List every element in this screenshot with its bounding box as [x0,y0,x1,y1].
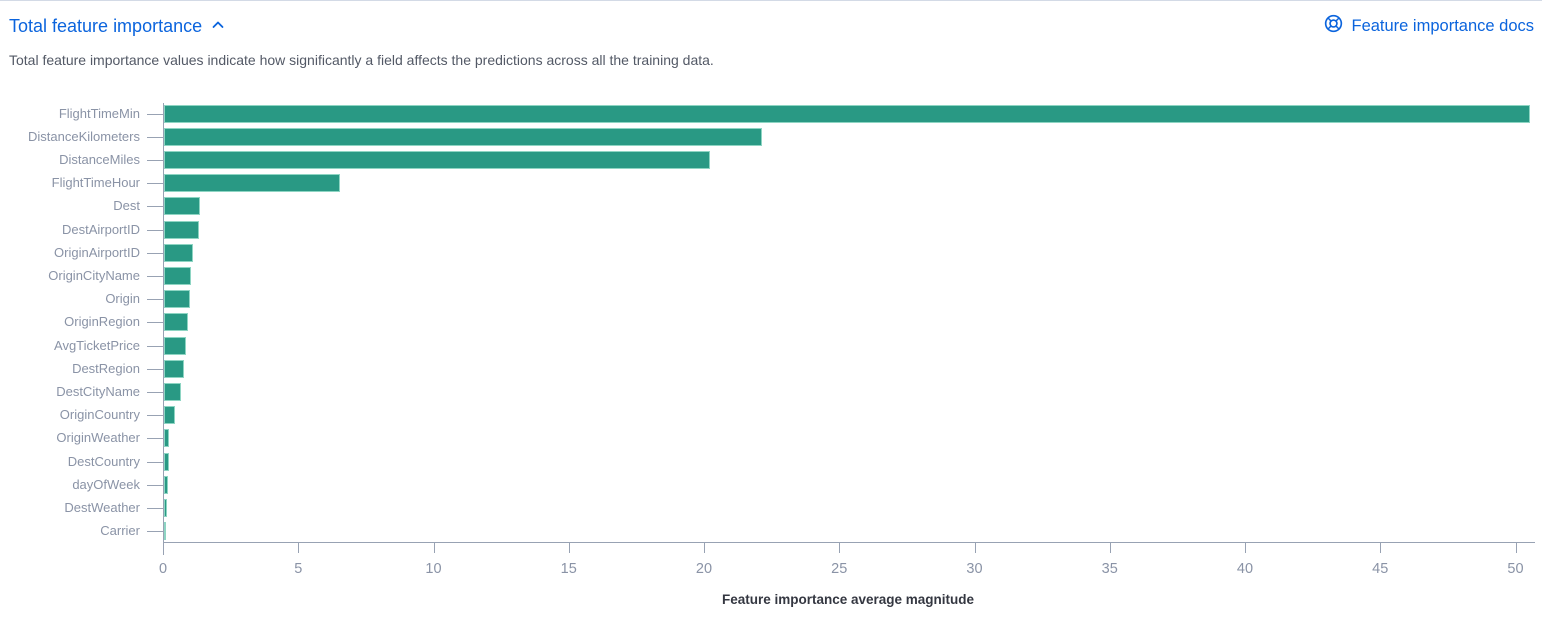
y-axis-line [163,103,164,555]
y-axis-label: DestCityName [56,384,140,399]
x-axis-tick-label: 15 [560,561,577,577]
panel-top-divider [0,0,1542,1]
bar [164,522,166,541]
bar [164,313,189,332]
x-axis-tick [568,542,570,553]
y-axis-tick [147,183,163,185]
x-axis-tick-label: 30 [966,561,983,577]
bar [164,383,181,401]
y-axis-label: OriginWeather [56,430,140,446]
y-axis-label: DistanceKilometers [28,128,140,144]
docs-link-label: Feature importance docs [1351,16,1534,35]
total-feature-importance-toggle[interactable]: Total feature importance [9,15,226,38]
x-axis-tick-label: 45 [1372,561,1389,577]
lifebuoy-icon [1324,14,1343,38]
y-axis-tick [147,136,163,138]
bar [164,174,340,193]
bar [164,499,167,517]
y-axis-tick [147,113,163,115]
bar [164,151,711,169]
y-axis-tick [147,160,163,161]
y-axis-label: DestWeather [64,500,140,515]
x-axis-tick [433,542,435,553]
panel-header: Total feature importance Feature importa… [9,12,1534,40]
bar [164,359,184,378]
x-axis-tick-label: 5 [294,561,303,577]
bar [164,429,170,448]
y-axis-label: dayOfWeek [72,476,140,492]
y-axis-label: AvgTicketPrice [54,337,140,353]
y-axis-label: DestRegion [72,360,140,376]
y-axis-tick [147,252,163,254]
y-axis-label: Dest [113,198,140,214]
y-axis-tick [147,508,163,509]
bar [164,452,169,471]
bar [164,127,762,146]
y-axis-label: OriginCityName [48,268,140,283]
x-axis-title: Feature importance average magnitude [721,592,975,607]
y-axis-tick [147,322,163,324]
section-description: Total feature importance values indicate… [9,52,714,68]
x-axis-tick [1109,542,1111,553]
bar [164,290,190,309]
y-axis-label: Carrier [100,523,140,539]
x-axis-line [163,542,1535,543]
bar [164,267,191,285]
y-axis-tick [147,206,163,208]
y-axis-tick [147,531,163,533]
x-axis-tick-label: 0 [158,561,168,577]
y-axis-tick [147,276,163,277]
section-title: Total feature importance [9,15,203,36]
x-axis-tick [1515,542,1517,553]
y-axis-label: OriginRegion [64,314,140,330]
x-axis-tick-label: 10 [425,561,442,577]
y-axis-tick [147,484,163,486]
y-axis-tick [147,345,163,347]
feature-importance-docs-link[interactable]: Feature importance docs [1324,14,1534,38]
bar [164,220,200,239]
y-axis-tick [147,438,163,440]
x-axis-tick [298,542,300,553]
y-axis-label: DistanceMiles [59,152,140,167]
x-axis-tick-label: 40 [1236,561,1254,577]
bar [164,104,1531,123]
chevron-up-icon [210,15,226,38]
y-axis-label: DestAirportID [61,221,140,237]
x-axis-tick-label: 50 [1507,561,1524,577]
x-axis-tick [1380,542,1382,553]
y-axis-tick [147,461,163,463]
y-axis-label: FlightTimeMin [58,105,140,121]
x-axis-tick [974,542,976,553]
bar [164,243,194,262]
y-axis-tick [147,368,163,370]
y-axis-label: Origin [105,291,140,307]
y-axis-tick [147,299,163,301]
y-axis-label: DestCountry [67,453,140,469]
y-axis-label: OriginCountry [59,407,140,423]
bar [164,406,176,425]
bar [164,475,169,494]
x-axis-tick-label: 20 [695,561,713,577]
x-axis-tick [839,542,841,553]
y-axis-label: FlightTimeHour [51,175,140,191]
x-axis-tick [1245,542,1246,553]
x-axis-tick [163,542,164,553]
y-axis-tick [147,229,163,231]
bar [164,336,187,355]
y-axis-tick [147,415,163,417]
x-axis-tick [704,542,705,553]
x-axis-tick-label: 35 [1101,561,1118,577]
y-axis-label: OriginAirportID [54,244,140,260]
bar [164,197,200,216]
y-axis-tick [147,392,163,393]
x-axis-tick-label: 25 [831,561,848,577]
